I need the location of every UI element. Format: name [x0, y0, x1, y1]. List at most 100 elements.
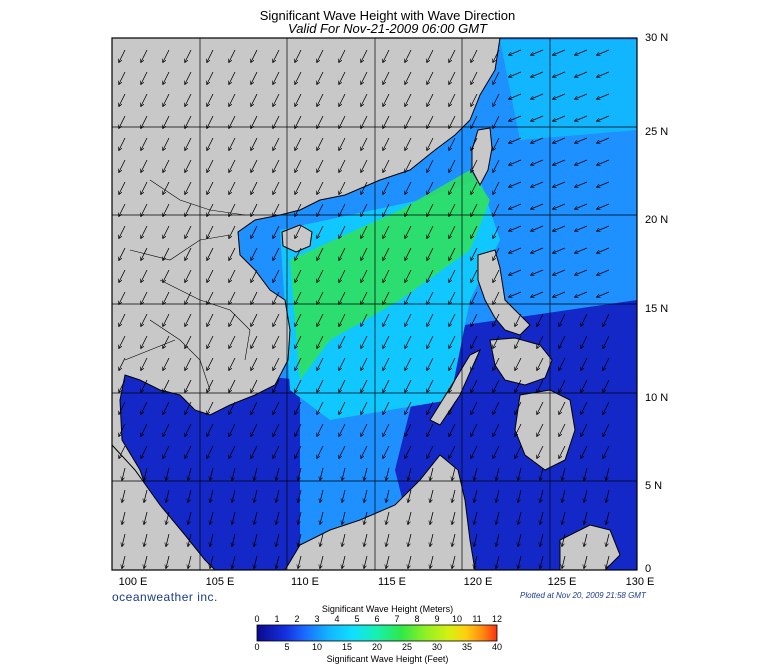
- wave-arrow: [537, 401, 544, 414]
- wave-arrow: [509, 93, 522, 99]
- wave-arrow: [383, 401, 390, 414]
- wave-arrow: [364, 533, 368, 546]
- wave-arrow: [553, 291, 566, 297]
- wave-arrow: [405, 137, 412, 150]
- wave-arrow: [339, 335, 346, 348]
- wave-arrow: [383, 335, 390, 348]
- wave-arrow: [405, 93, 412, 106]
- wave-arrow: [185, 159, 192, 172]
- wave-arrow: [531, 71, 544, 77]
- wave-arrow: [427, 225, 434, 238]
- wave-arrow: [575, 225, 588, 231]
- wave-arrow: [251, 49, 258, 62]
- wave-arrow: [144, 467, 148, 480]
- lat-label-0: 0: [645, 563, 652, 575]
- legend-meters-tick: 5: [354, 614, 360, 624]
- wave-arrow: [254, 511, 258, 524]
- wave-arrow: [320, 533, 324, 546]
- wave-arrow: [449, 247, 456, 260]
- wave-arrow: [163, 93, 170, 106]
- wave-arrow: [427, 159, 434, 172]
- wave-arrow: [339, 93, 346, 106]
- legend-feet-tick: 15: [341, 642, 352, 652]
- wave-arrow: [273, 225, 280, 238]
- wave-arrow: [471, 445, 478, 458]
- wave-arrow: [210, 467, 214, 480]
- wave-arrow: [364, 511, 368, 524]
- wave-arrow: [166, 555, 170, 568]
- wave-arrow: [320, 489, 324, 502]
- wave-arrow: [188, 555, 192, 568]
- wave-arrow: [298, 467, 302, 480]
- wave-arrow: [575, 181, 588, 187]
- wave-arrow: [342, 489, 346, 502]
- wave-arrow: [449, 93, 456, 106]
- wave-arrow: [317, 93, 324, 106]
- wave-arrow: [606, 489, 610, 502]
- wave-arrow: [361, 225, 368, 238]
- wave-arrow: [364, 489, 368, 502]
- wave-arrow: [430, 533, 434, 546]
- wave-arrow: [493, 71, 500, 84]
- wave-arrow: [207, 49, 214, 62]
- wave-arrow: [471, 49, 478, 62]
- wave-arrow: [386, 555, 390, 568]
- wave-arrow: [383, 71, 390, 84]
- wave-arrow: [531, 181, 544, 187]
- wave-arrow: [339, 357, 346, 370]
- wave-arrow: [251, 181, 258, 194]
- visayas-islands: [489, 337, 553, 386]
- wave-arrow: [474, 467, 478, 480]
- wave-arrow: [119, 49, 126, 62]
- wave-arrow: [298, 489, 302, 502]
- wave-arrow: [471, 335, 478, 348]
- wave-arrow: [163, 203, 170, 216]
- wave-arrow: [232, 467, 236, 480]
- wave-arrow: [276, 489, 280, 502]
- wave-arrow: [449, 137, 456, 150]
- wave-arrow: [449, 225, 456, 238]
- wave-arrow: [427, 291, 434, 304]
- wave-arrow: [540, 533, 544, 546]
- wave-arrow: [383, 49, 390, 62]
- wave-arrow: [584, 489, 588, 502]
- wave-arrow: [509, 203, 522, 209]
- wave-arrow: [339, 159, 346, 172]
- wave-arrow: [185, 93, 192, 106]
- wave-arrow: [119, 291, 126, 304]
- wave-arrow: [471, 379, 478, 392]
- wave-arrow: [471, 401, 478, 414]
- wave-arrow: [163, 401, 170, 414]
- lat-label-30n: 30 N: [645, 32, 669, 44]
- wave-arrow: [119, 203, 126, 216]
- wave-arrow: [474, 533, 478, 546]
- wave-arrow: [339, 379, 346, 392]
- wave-arrow: [273, 93, 280, 106]
- wave-arrow: [141, 93, 148, 106]
- wave-arrow: [405, 357, 412, 370]
- wave-arrow: [210, 489, 214, 502]
- wave-arrow: [603, 313, 610, 326]
- wave-arrow: [562, 467, 566, 480]
- wave-arrow: [141, 379, 148, 392]
- wave-arrow: [553, 137, 566, 143]
- wave-arrow: [493, 379, 500, 392]
- wave-arrow: [119, 313, 126, 326]
- wave-arrow: [509, 181, 522, 187]
- wave-arrow: [427, 269, 434, 282]
- wave-arrow: [493, 247, 500, 260]
- wave-arrow: [188, 533, 192, 546]
- wave-arrow: [405, 247, 412, 260]
- wave-arrow: [553, 115, 566, 121]
- wave-arrow: [295, 423, 302, 436]
- wave-arrow: [229, 115, 236, 128]
- wave-arrow: [141, 137, 148, 150]
- wave-arrow: [383, 181, 390, 194]
- legend-meters-tick: 0: [254, 614, 260, 624]
- wave-arrow: [317, 225, 324, 238]
- wave-arrow: [427, 335, 434, 348]
- wave-arrow: [210, 533, 214, 546]
- wave-arrow: [471, 291, 478, 304]
- wave-arrow: [509, 137, 522, 143]
